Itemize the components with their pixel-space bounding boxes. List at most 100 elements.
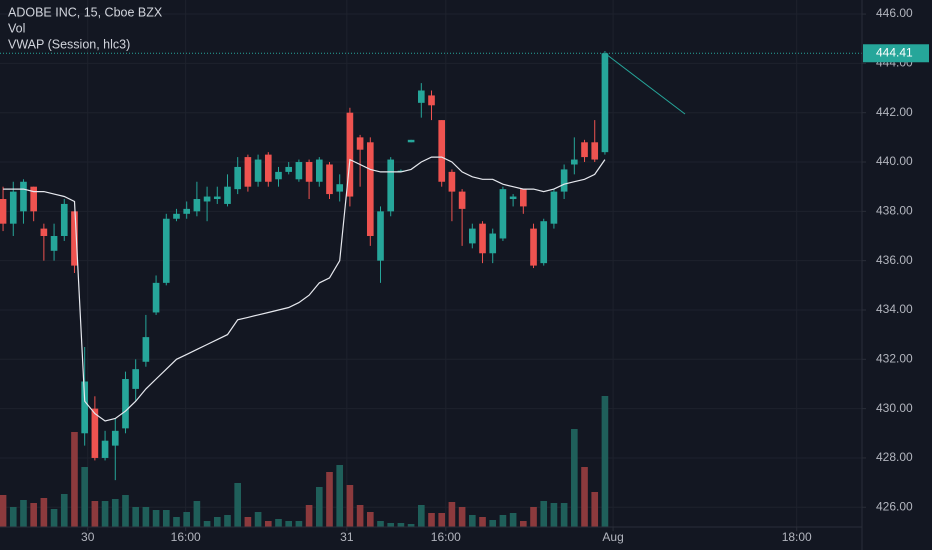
volume-bar: [377, 521, 384, 527]
candle-body: [91, 408, 99, 458]
volume-bar: [91, 501, 99, 527]
candle-body: [377, 211, 384, 261]
candle-body: [397, 170, 405, 172]
volume-bar: [520, 521, 527, 527]
candle-body: [438, 120, 446, 182]
candle-body: [0, 199, 7, 224]
volume-bar: [9, 507, 17, 527]
volume-bar: [81, 467, 88, 527]
last-price-box: [863, 44, 929, 63]
candle-body: [162, 218, 170, 283]
volume-bar: [285, 521, 293, 527]
x-tick-label: 16:00: [431, 530, 461, 544]
volume-bar: [581, 467, 588, 527]
volume-bar: [111, 499, 119, 527]
candle-body: [540, 221, 548, 264]
y-tick-label: 440.00: [876, 154, 913, 168]
volume-bar: [132, 507, 139, 527]
candle-body: [346, 112, 354, 197]
y-tick-label: 430.00: [876, 401, 913, 415]
volume-bar: [591, 492, 599, 527]
volume-bar: [122, 495, 129, 527]
volume-bar: [540, 501, 548, 527]
volume-bar: [224, 515, 231, 527]
x-tick-label: 18:00: [782, 530, 812, 544]
candle-body: [509, 196, 517, 200]
candle-body: [520, 189, 527, 207]
candle-body: [336, 184, 344, 192]
vwap-line: [3, 156, 606, 422]
candle-body: [264, 154, 272, 182]
y-tick-label: 446.00: [876, 6, 913, 20]
candle-body: [40, 228, 48, 237]
candle-body: [417, 90, 425, 103]
candle-body: [224, 186, 231, 204]
volume-bar: [356, 505, 364, 527]
grid: [0, 0, 862, 527]
candle-body: [142, 337, 150, 362]
candle-body: [183, 208, 190, 214]
y-tick-label: 428.00: [876, 450, 913, 464]
candle-body: [530, 228, 537, 266]
candles: [0, 51, 609, 481]
volume-bar: [315, 487, 323, 527]
volume-bar: [183, 512, 190, 527]
candle-body: [111, 430, 119, 446]
candle-body: [458, 191, 466, 209]
volume-bar: [601, 396, 609, 527]
volume-bar: [397, 523, 405, 527]
candle-body: [601, 53, 609, 153]
candle-body: [560, 169, 568, 192]
candle-body: [20, 181, 27, 212]
volume-bar: [40, 498, 48, 527]
candle-body: [81, 381, 88, 434]
candle-body: [254, 159, 262, 182]
y-tick-label: 426.00: [876, 499, 913, 513]
volume-bar: [387, 523, 395, 527]
candle-body: [213, 196, 221, 200]
trend-line: [604, 52, 686, 115]
legend-volume: Vol: [8, 21, 25, 35]
candle-body: [479, 223, 486, 254]
volume-bar: [193, 501, 201, 527]
candle-body: [285, 166, 293, 172]
volume-bar: [295, 521, 303, 527]
candle-body: [203, 196, 211, 202]
x-tick-label: 16:00: [171, 530, 201, 544]
candle-body: [305, 162, 313, 182]
volume-bar: [173, 517, 180, 527]
volume-bar: [407, 524, 415, 527]
volume-bar: [489, 520, 497, 527]
legend: ADOBE INC, 15, Cboe BZX Vol VWAP (Sessio…: [8, 5, 163, 51]
volume-bar: [571, 429, 578, 527]
volume-bar: [448, 502, 456, 527]
candle-body: [193, 199, 201, 212]
candle-body: [60, 203, 68, 237]
candle-body: [407, 139, 415, 143]
candle-body: [591, 142, 599, 160]
candle-body: [132, 369, 139, 389]
candle-body: [122, 379, 129, 429]
volume-bar: [162, 510, 170, 527]
volume-bar: [60, 494, 68, 527]
volume-bar: [254, 512, 262, 527]
volume-bar: [438, 513, 446, 527]
volume-bar: [346, 485, 354, 527]
candle-body: [448, 171, 456, 192]
volume-bar: [142, 507, 150, 527]
volume-bar: [152, 510, 160, 527]
legend-title: ADOBE INC, 15, Cboe BZX: [8, 5, 163, 19]
volume-bar: [305, 505, 313, 527]
y-tick-label: 442.00: [876, 105, 913, 119]
volume-bar: [0, 495, 7, 527]
candle-body: [468, 228, 476, 244]
candle-body: [499, 189, 507, 239]
candle-body: [295, 162, 303, 180]
volume-bar: [71, 432, 78, 527]
volume-bar: [101, 501, 109, 527]
candle-body: [152, 282, 160, 313]
volume-bar: [203, 521, 211, 527]
y-tick-label: 434.00: [876, 302, 913, 316]
